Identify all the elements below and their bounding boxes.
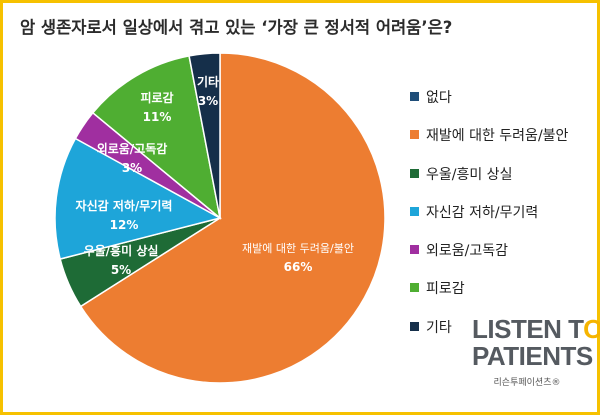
logo-line-2: PATIENTS xyxy=(472,341,593,371)
slice-percent-3: 12% xyxy=(110,218,139,232)
legend-swatch xyxy=(410,321,419,331)
legend-item-3: 자신감 저하/무기력 xyxy=(410,202,568,240)
chart-title: 암 생존자로서 일상에서 겪고 있는 ‘가장 큰 정서적 어려움’은? xyxy=(20,18,453,37)
logo-accent-o: O xyxy=(583,314,600,344)
legend-item-5: 피로감 xyxy=(410,278,568,316)
logo-line-1: LISTEN TO xyxy=(472,314,600,344)
slice-label-2: 우울/흥미 상실 xyxy=(84,243,159,258)
slice-label-4: 외로움/고독감 xyxy=(97,141,168,156)
slice-percent-5: 11% xyxy=(143,110,172,124)
slice-label-1: 재발에 대한 두려움/불안 xyxy=(242,242,354,255)
slice-percent-1: 66% xyxy=(284,260,313,274)
logo-subtitle: 리슨투페이션츠® xyxy=(493,378,561,388)
slice-label-6: 기타 xyxy=(197,74,219,89)
slice-percent-6: 3% xyxy=(198,94,218,108)
legend-swatch xyxy=(410,283,419,293)
slice-percent-4: 3% xyxy=(122,161,142,175)
slice-percent-2: 5% xyxy=(111,263,131,277)
legend-label: 기타 xyxy=(426,319,452,336)
legend-item-2: 우울/흥미 상실 xyxy=(410,164,568,202)
pie-slice-3 xyxy=(54,137,223,260)
pie-slice-5 xyxy=(91,55,222,220)
legend-item-0: 없다 xyxy=(410,87,568,125)
legend-label: 재발에 대한 두려움/불안 xyxy=(426,128,569,145)
legend-swatch xyxy=(410,245,419,255)
legend-swatch xyxy=(410,168,419,178)
listen-to-patients-logo: LISTEN TO PATIENTS 리슨투페이션츠® xyxy=(472,314,600,389)
legend-label: 우울/흥미 상실 xyxy=(426,166,513,183)
slice-label-5: 피로감 xyxy=(140,90,173,105)
legend-swatch xyxy=(410,92,419,101)
legend-item-6: 기타 xyxy=(410,317,568,355)
slice-label-3: 자신감 저하/무기력 xyxy=(76,198,173,213)
legend-item-1: 재발에 대한 두려움/불안 xyxy=(410,125,568,163)
legend-label: 없다 xyxy=(426,90,452,106)
legend-swatch xyxy=(410,206,419,216)
pie-slice-1 xyxy=(79,52,386,384)
legend-item-4: 외로움/고독감 xyxy=(410,240,568,278)
legend-label: 외로움/고독감 xyxy=(426,243,508,260)
legend-swatch xyxy=(410,130,419,140)
legend-label: 자신감 저하/무기력 xyxy=(426,204,539,221)
pie-slice-6 xyxy=(188,52,221,219)
logo-word-listen: LISTEN T xyxy=(472,314,584,344)
legend-label: 피로감 xyxy=(426,281,465,298)
